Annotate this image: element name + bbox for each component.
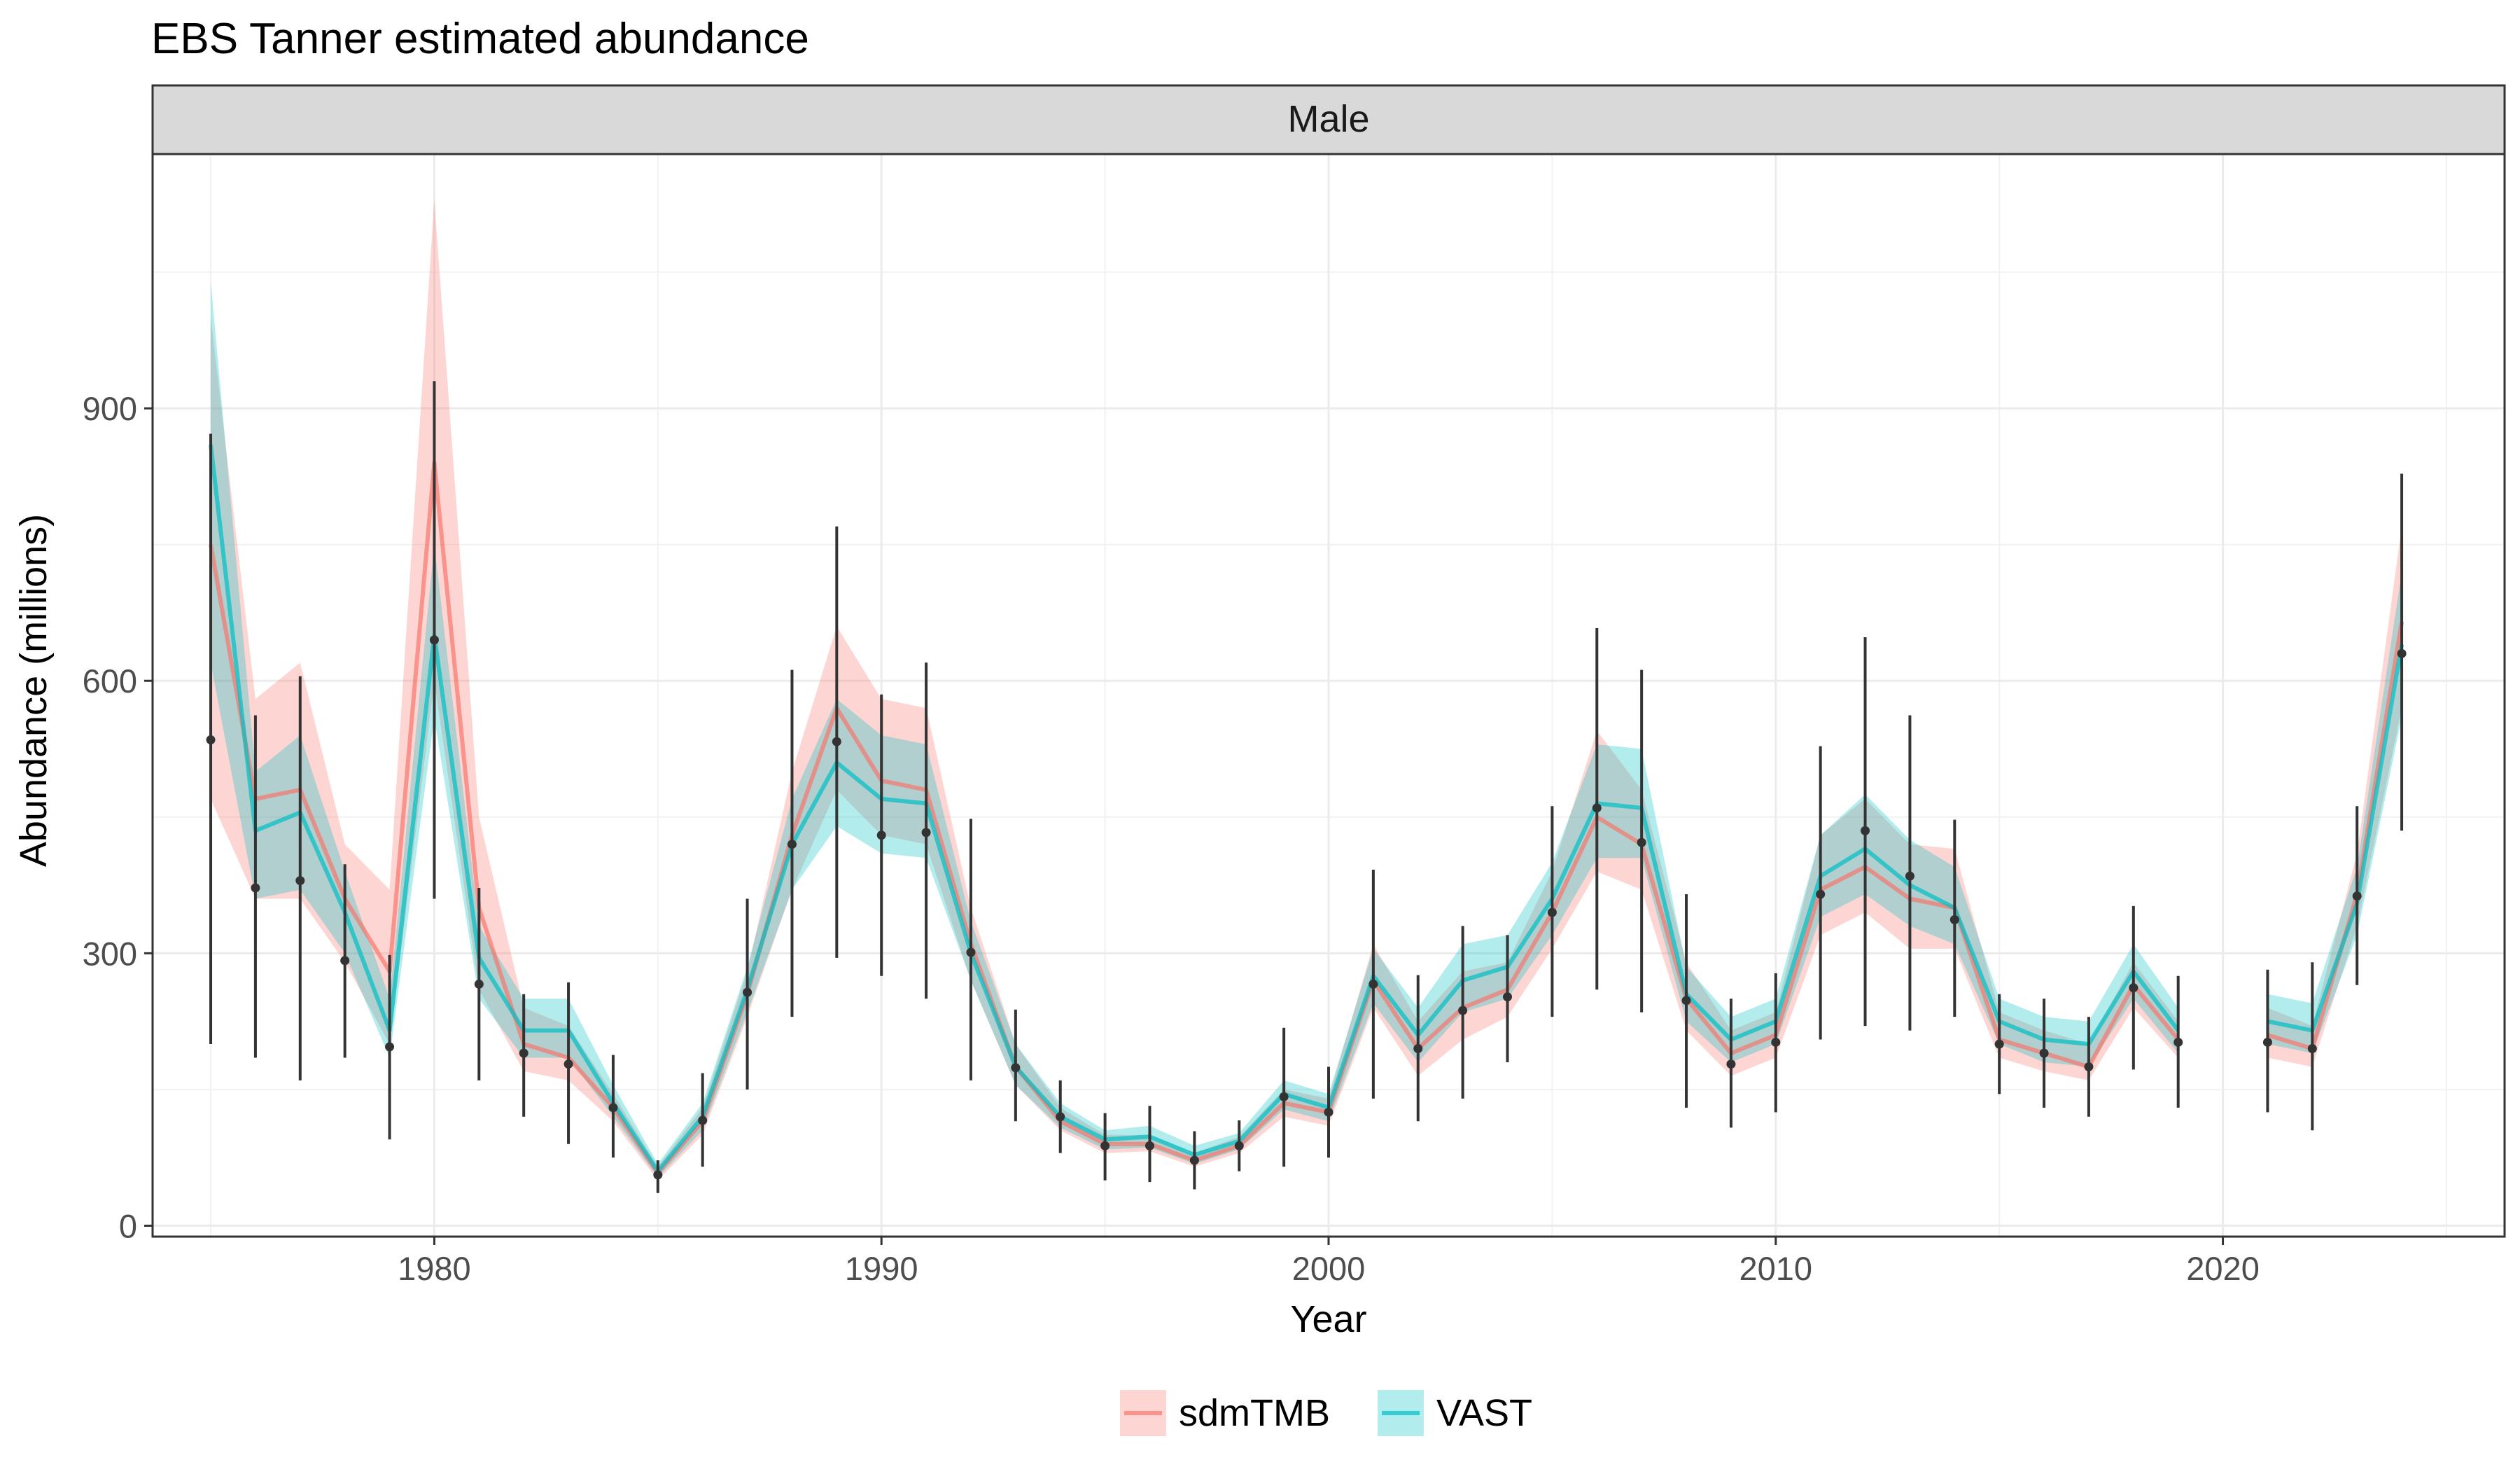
y-tick-label: 900: [83, 390, 137, 427]
x-axis-title: Year: [1290, 1298, 1366, 1340]
observed-point: [743, 988, 752, 997]
observed-point: [1368, 980, 1378, 989]
observed-point: [430, 635, 439, 644]
observed-point: [1950, 915, 1959, 924]
observed-point: [519, 1049, 528, 1058]
observed-point: [2174, 1038, 2183, 1047]
observed-point: [1995, 1040, 2004, 1049]
legend-label-vast: VAST: [1436, 1392, 1532, 1434]
y-tick-label: 300: [83, 935, 137, 972]
observed-point: [385, 1042, 394, 1051]
y-tick-label: 0: [119, 1207, 137, 1244]
x-tick-label: 2020: [2186, 1250, 2260, 1287]
legend-label-sdmtmb: sdmTMB: [1179, 1392, 1330, 1434]
observed-point: [295, 876, 304, 885]
observed-point: [1682, 996, 1691, 1005]
observed-point: [2398, 649, 2407, 658]
legend: sdmTMB VAST: [1120, 1390, 1532, 1436]
observed-point: [1905, 872, 1914, 881]
observed-point: [1861, 826, 1870, 835]
x-tick-label: 1980: [398, 1250, 471, 1287]
observed-point: [922, 828, 931, 837]
observed-point: [1056, 1112, 1065, 1121]
x-tick-label: 2010: [1740, 1250, 1813, 1287]
observed-point: [653, 1170, 662, 1179]
observed-point: [1324, 1108, 1334, 1117]
observed-point: [1458, 1006, 1467, 1015]
observed-point: [698, 1115, 707, 1125]
observed-point: [832, 737, 841, 746]
observed-point: [877, 830, 886, 840]
observed-point: [2353, 891, 2362, 901]
observed-point: [2308, 1044, 2317, 1053]
plot-area: 1980 1990 2000 2010 2020 0 300 600 900: [83, 154, 2505, 1287]
observed-point: [2084, 1062, 2093, 1071]
observed-point: [1637, 838, 1646, 847]
observed-point: [1280, 1092, 1289, 1101]
observed-point: [1548, 908, 1557, 917]
observed-point: [608, 1103, 617, 1112]
observed-point: [1816, 890, 1825, 899]
observed-point: [1771, 1038, 1780, 1047]
observed-point: [2129, 983, 2138, 992]
observed-point: [966, 948, 975, 957]
observed-point: [1726, 1059, 1735, 1069]
observed-point: [1145, 1141, 1154, 1150]
observed-point: [206, 735, 216, 744]
facet-label: Male: [1287, 98, 1369, 140]
y-axis-title: Abundance (millions): [13, 514, 55, 867]
observed-point: [475, 980, 484, 989]
observed-point: [1592, 803, 1602, 812]
observed-point: [1235, 1141, 1244, 1150]
x-tick-label: 1990: [845, 1250, 918, 1287]
observed-point: [788, 840, 797, 849]
x-tick-label: 2000: [1292, 1250, 1366, 1287]
observed-point: [1503, 992, 1512, 1001]
observed-point: [1100, 1141, 1110, 1150]
chart-title: EBS Tanner estimated abundance: [151, 15, 809, 63]
observed-point: [2040, 1049, 2049, 1058]
observed-point: [564, 1059, 573, 1069]
observed-point: [251, 883, 260, 892]
observed-point: [1190, 1156, 1199, 1165]
observed-point: [1413, 1044, 1422, 1053]
y-tick-label: 600: [83, 662, 137, 700]
observed-point: [1011, 1063, 1020, 1072]
observed-point: [2263, 1038, 2272, 1047]
observed-point: [340, 956, 349, 965]
